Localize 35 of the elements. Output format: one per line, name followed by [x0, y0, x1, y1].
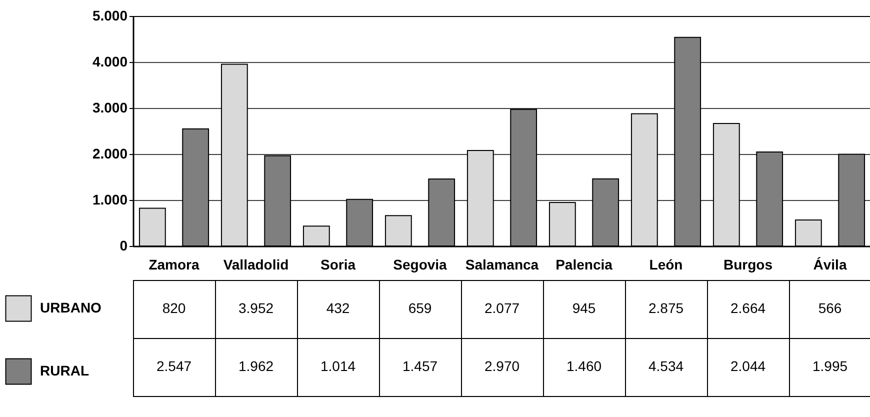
- data-label: 4.534: [648, 358, 684, 374]
- x-tick-label: Valladolid: [223, 256, 289, 272]
- data-label: 1.460: [566, 358, 602, 374]
- legend-label: URBANO: [40, 300, 102, 316]
- data-label: 2.875: [648, 300, 684, 316]
- data-label: 2.547: [156, 358, 192, 374]
- data-label: 2.077: [484, 300, 520, 316]
- data-label: 1.014: [320, 358, 356, 374]
- y-tick-label: 5.000: [92, 8, 128, 24]
- x-tick-label: Salamanca: [465, 256, 539, 272]
- x-tick-label: Palencia: [556, 256, 613, 272]
- x-tick-label: Segovia: [393, 256, 448, 272]
- data-label: 1.962: [238, 358, 274, 374]
- data-label: 2.664: [730, 300, 766, 316]
- data-label: 566: [818, 300, 842, 316]
- data-label: 3.952: [238, 300, 274, 316]
- x-tick-label: Burgos: [724, 256, 773, 272]
- legend-label: RURAL: [40, 362, 90, 378]
- y-tick-label: 1.000: [92, 192, 128, 208]
- data-label: 432: [326, 300, 350, 316]
- data-label: 820: [162, 300, 186, 316]
- x-tick-label: León: [649, 256, 683, 272]
- data-label: 2.970: [484, 358, 520, 374]
- y-tick-label: 0: [120, 238, 128, 254]
- x-tick-label: Soria: [320, 256, 356, 272]
- y-tick-label: 3.000: [92, 100, 128, 116]
- y-tick-label: 2.000: [92, 146, 128, 162]
- data-label: 1.995: [812, 358, 848, 374]
- y-tick-label: 4.000: [92, 54, 128, 70]
- data-label: 2.044: [730, 358, 766, 374]
- data-label: 1.457: [402, 358, 438, 374]
- x-tick-label: Zamora: [148, 256, 200, 272]
- x-tick-label: Ávila: [813, 256, 847, 272]
- data-label: 945: [572, 300, 596, 316]
- data-label: 659: [408, 300, 432, 316]
